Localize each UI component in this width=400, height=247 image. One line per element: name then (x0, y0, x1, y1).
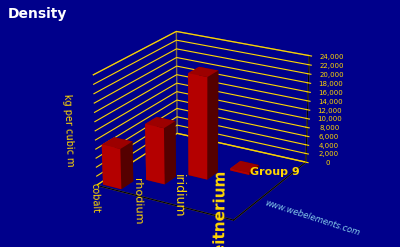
Text: Density: Density (8, 7, 67, 21)
Text: www.webelements.com: www.webelements.com (263, 198, 361, 237)
